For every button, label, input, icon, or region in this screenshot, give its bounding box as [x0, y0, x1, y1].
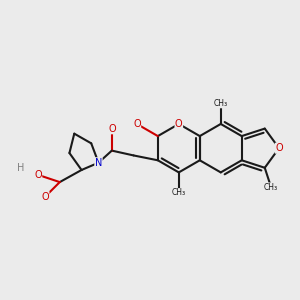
Text: O: O — [34, 170, 42, 180]
Text: CH₃: CH₃ — [214, 99, 228, 108]
Text: N: N — [95, 158, 102, 168]
Text: O: O — [133, 119, 141, 129]
Text: CH₃: CH₃ — [172, 188, 186, 197]
Text: O: O — [275, 143, 283, 153]
Text: O: O — [41, 192, 49, 202]
Text: O: O — [175, 119, 183, 129]
Text: CH₃: CH₃ — [264, 183, 278, 192]
Text: H: H — [17, 163, 25, 172]
Text: O: O — [108, 124, 116, 134]
